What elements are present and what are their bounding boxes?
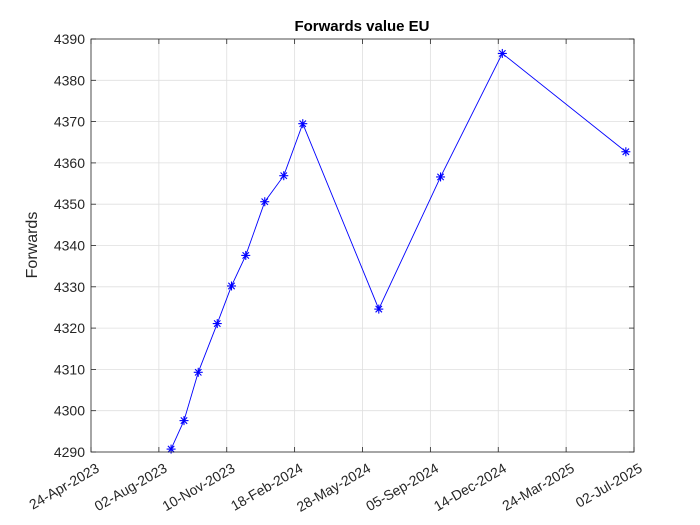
data-point <box>436 172 446 182</box>
y-tick-label: 4370 <box>54 114 85 130</box>
x-tick-label: 10-Nov-2023 <box>159 460 237 514</box>
x-tick-label: 02-Jul-2025 <box>573 460 645 511</box>
data-point <box>179 416 189 426</box>
y-tick-label: 4360 <box>54 155 85 171</box>
y-tick-label: 4290 <box>54 444 85 460</box>
y-tick-label: 4350 <box>54 196 85 212</box>
data-point <box>241 250 251 260</box>
y-tick-label: 4380 <box>54 72 85 88</box>
data-layer <box>166 48 631 454</box>
data-point <box>621 147 631 157</box>
y-tick-label: 4330 <box>54 279 85 295</box>
data-point <box>166 444 176 454</box>
x-tick-label: 24-Apr-2023 <box>26 460 102 513</box>
x-tick-label: 02-Aug-2023 <box>91 460 169 514</box>
data-point <box>374 304 384 314</box>
y-tick-label: 4340 <box>54 238 85 254</box>
x-tick-label: 14-Dec-2024 <box>431 460 509 514</box>
y-tick-label: 4300 <box>54 403 85 419</box>
y-axis-label: Forwards <box>24 212 41 279</box>
x-tick-label: 24-Mar-2025 <box>499 460 577 514</box>
data-point <box>260 197 270 207</box>
chart-title: Forwards value EU <box>294 18 429 35</box>
data-point <box>193 367 203 377</box>
data-point <box>212 319 222 329</box>
x-tick-label: 05-Sep-2024 <box>363 460 441 514</box>
y-tick-label: 4320 <box>54 320 85 336</box>
y-tick-label: 4310 <box>54 361 85 377</box>
x-tick-label: 18-Feb-2024 <box>228 460 306 514</box>
x-tick-label: 28-May-2024 <box>294 460 374 515</box>
y-tick-label: 4390 <box>54 31 85 47</box>
data-point <box>298 119 308 129</box>
data-point <box>497 48 507 58</box>
data-point <box>279 171 289 181</box>
data-point <box>227 281 237 291</box>
